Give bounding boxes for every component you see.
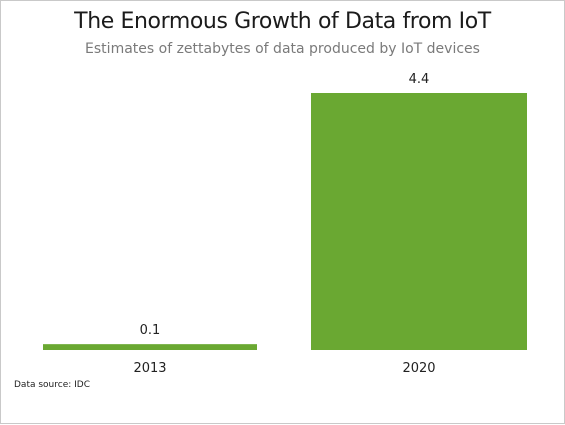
bar-2020 xyxy=(311,93,527,350)
x-tick-label-2013: 2013 xyxy=(133,361,166,376)
chart-subtitle: Estimates of zettabytes of data produced… xyxy=(85,41,480,57)
x-tick-label-2020: 2020 xyxy=(402,361,435,376)
chart-title: The Enormous Growth of Data from IoT xyxy=(74,9,491,34)
bar-2013 xyxy=(43,344,257,350)
data-label-2013: 0.1 xyxy=(140,323,161,338)
data-label-2020: 4.4 xyxy=(409,72,430,87)
data-source-note: Data source: IDC xyxy=(14,380,90,390)
